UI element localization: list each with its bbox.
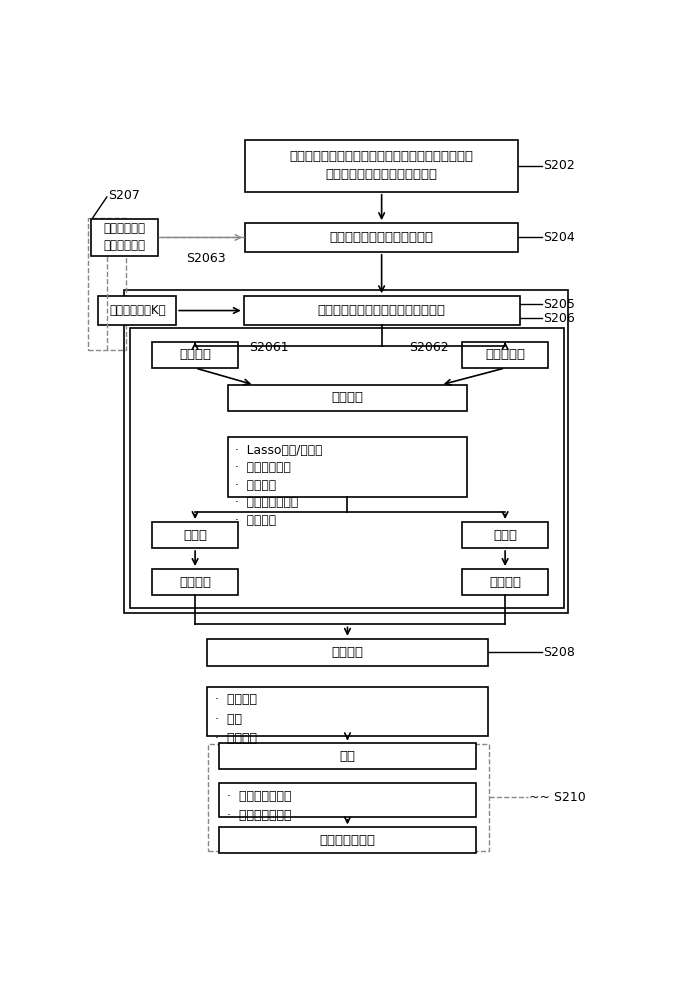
FancyBboxPatch shape xyxy=(152,522,239,548)
Text: S2062: S2062 xyxy=(410,341,449,354)
Text: 测试: 测试 xyxy=(340,750,355,763)
FancyBboxPatch shape xyxy=(124,290,568,613)
FancyBboxPatch shape xyxy=(228,385,467,411)
FancyBboxPatch shape xyxy=(219,783,476,817)
FancyBboxPatch shape xyxy=(462,342,549,368)
Text: 筛选条件: 筛选条件 xyxy=(332,646,363,659)
FancyBboxPatch shape xyxy=(245,223,518,252)
Text: S208: S208 xyxy=(544,646,576,659)
Text: ~~ S210: ~~ S210 xyxy=(530,791,586,804)
FancyBboxPatch shape xyxy=(98,296,176,325)
FancyBboxPatch shape xyxy=(462,522,549,548)
Text: S207: S207 xyxy=(108,189,140,202)
Text: 针对每个目标
参数重复执行: 针对每个目标 参数重复执行 xyxy=(104,222,146,252)
Text: S206: S206 xyxy=(544,312,575,325)
Text: S205: S205 xyxy=(544,298,576,311)
Text: ·  综合指数
·  交集
·  线性关系: · 综合指数 · 交集 · 线性关系 xyxy=(215,693,257,745)
Text: S202: S202 xyxy=(544,159,575,172)
Text: ·  Lasso算法/岭回归
·  支持相量回归
·  随机森林
·  偏最小二乘回归
·  神经网络: · Lasso算法/岭回归 · 支持相量回归 · 随机森林 · 偏最小二乘回归 … xyxy=(235,444,323,527)
FancyBboxPatch shape xyxy=(245,140,518,192)
Text: 排名数据: 排名数据 xyxy=(489,576,521,588)
Text: ·  模型系数方向性
·  模型系数显着性: · 模型系数方向性 · 模型系数显着性 xyxy=(226,790,291,822)
FancyBboxPatch shape xyxy=(91,219,159,256)
Text: 重要性: 重要性 xyxy=(183,529,207,542)
FancyBboxPatch shape xyxy=(207,639,488,666)
FancyBboxPatch shape xyxy=(228,437,467,497)
Text: 将原始数据分为训练数据及测试数据: 将原始数据分为训练数据及测试数据 xyxy=(317,304,445,317)
Text: 数据标准化: 数据标准化 xyxy=(485,348,525,361)
Text: 重要性: 重要性 xyxy=(493,529,517,542)
FancyBboxPatch shape xyxy=(243,296,519,325)
Text: 设定身体相关变数为目标参数: 设定身体相关变数为目标参数 xyxy=(330,231,434,244)
Text: S2061: S2061 xyxy=(249,341,288,354)
FancyBboxPatch shape xyxy=(130,328,564,608)
FancyBboxPatch shape xyxy=(152,342,239,368)
Text: 模型验证: 模型验证 xyxy=(332,391,363,404)
FancyBboxPatch shape xyxy=(152,569,239,595)
Text: 重复随机取样K次: 重复随机取样K次 xyxy=(109,304,165,317)
Text: S204: S204 xyxy=(544,231,575,244)
Text: 取得影响力指标: 取得影响力指标 xyxy=(319,834,376,847)
Text: 原始数据: 原始数据 xyxy=(179,348,211,361)
FancyBboxPatch shape xyxy=(207,687,488,736)
Text: 取得原始数据，其中原始数据包括身体相关变数及身
体相关变数对应的多个待测指标: 取得原始数据，其中原始数据包括身体相关变数及身 体相关变数对应的多个待测指标 xyxy=(290,150,474,181)
Text: S2063: S2063 xyxy=(186,252,226,265)
Text: 排名数据: 排名数据 xyxy=(179,576,211,588)
FancyBboxPatch shape xyxy=(462,569,549,595)
FancyBboxPatch shape xyxy=(219,743,476,769)
FancyBboxPatch shape xyxy=(219,827,476,853)
